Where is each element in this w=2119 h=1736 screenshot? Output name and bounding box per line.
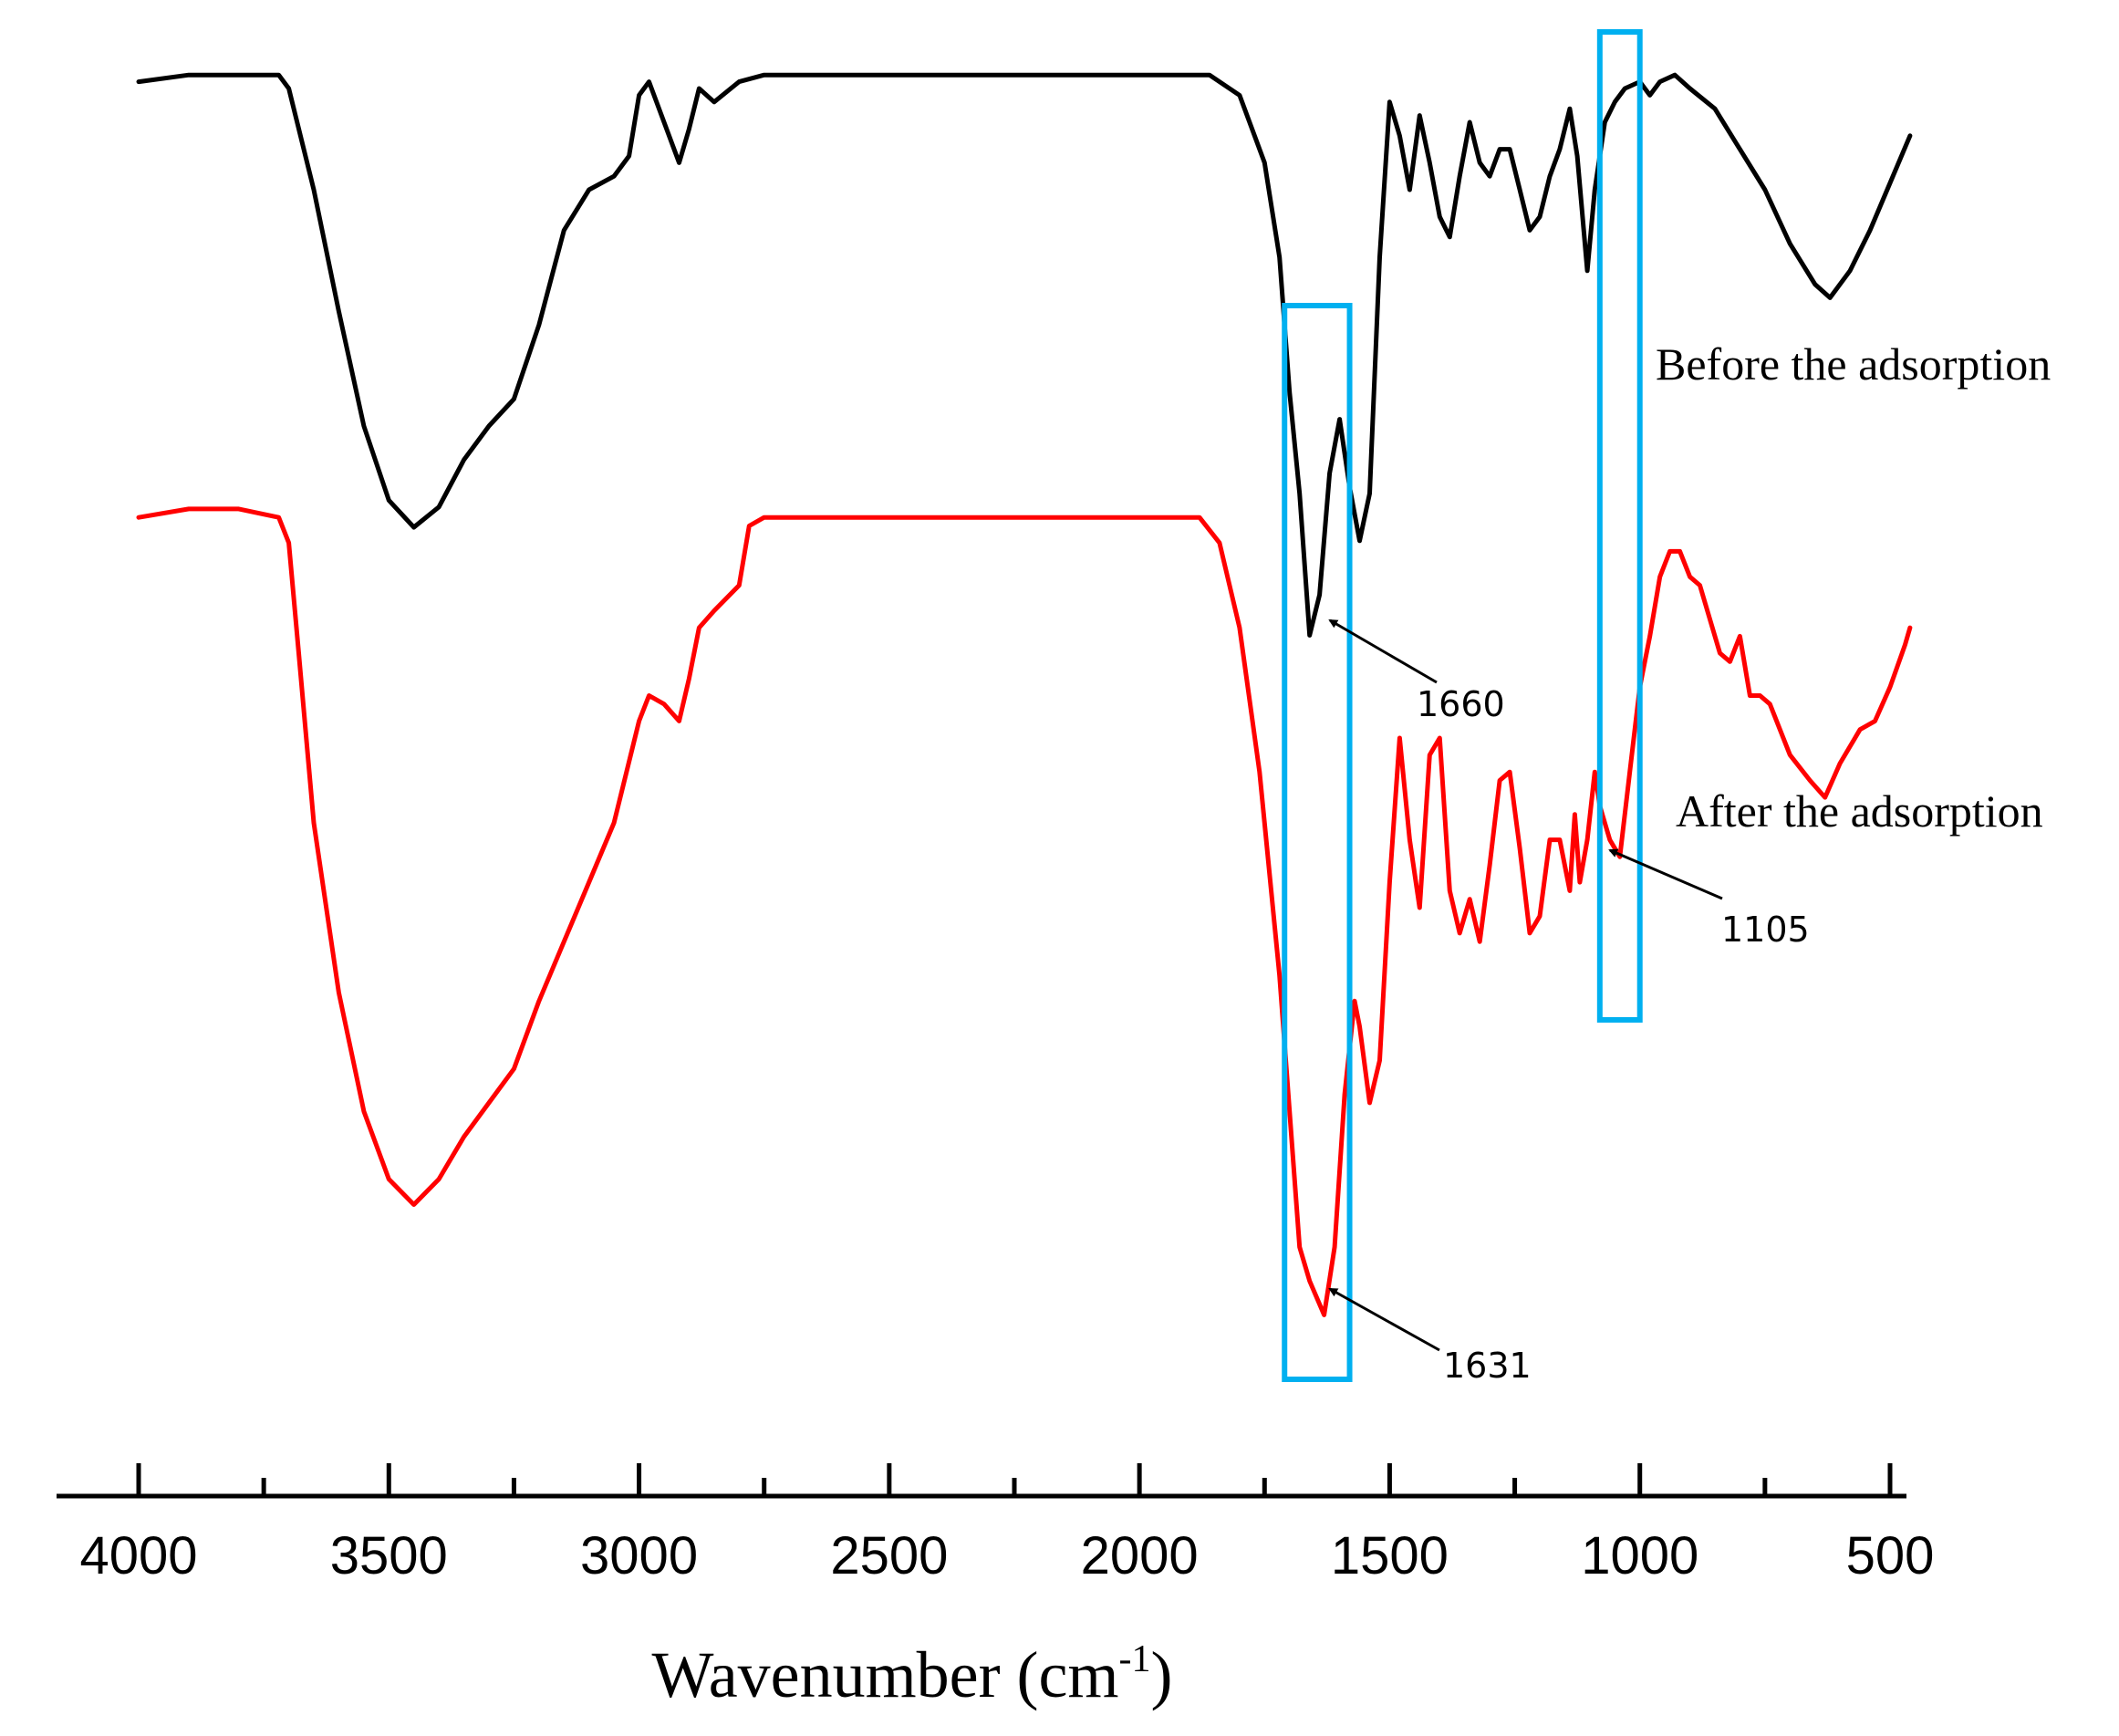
x-axis: 4000 3500 3000 2500 2000 1500 1000 500 [57,1463,1934,1585]
series-line-after [136,506,1913,1317]
legend-before-adsorption: Before the adsorption [1656,338,2051,390]
annotation-label-1631: 1631 [1443,1346,1532,1386]
annotation-arrow-1631 [1328,1287,1440,1352]
tick-label-1000: 1000 [1581,1526,1698,1585]
annotation-label-1105: 1105 [1721,910,1810,950]
x-axis-title-close: ) [1151,1638,1173,1711]
tick-label-3000: 3000 [580,1526,698,1585]
tick-label-2000: 2000 [1081,1526,1199,1585]
legend-after-adsorption: After the adsorption [1676,785,2043,837]
annotation-label-1660: 1660 [1417,684,1505,724]
tick-label-2500: 2500 [830,1526,948,1585]
annotation-arrow-1105 [1608,848,1723,900]
tick-label-1500: 1500 [1331,1526,1449,1585]
legend: Before the adsorption After the adsorpti… [1656,338,2051,837]
tick-label-500: 500 [1846,1526,1935,1585]
x-axis-ticks: 4000 3500 3000 2500 2000 1500 1000 500 [79,1463,1934,1585]
series-line-before [136,72,1913,638]
x-axis-title: Wavenumber (cm-1) [652,1638,1173,1711]
spectrum-traces [136,72,1913,1317]
highlight-box-1105 [1596,29,1643,1023]
x-axis-title-superscript: -1 [1119,1638,1151,1680]
highlight-box-1660-1631 [1282,303,1353,1382]
x-axis-title-main: Wavenumber (cm [652,1638,1119,1711]
annotation-arrow-1660 [1328,619,1438,684]
peak-annotations: 1660 1631 1105 [1328,619,1810,1386]
tick-label-4000: 4000 [79,1526,197,1585]
tick-label-3500: 3500 [330,1526,448,1585]
highlight-boxes [1282,29,1643,1382]
